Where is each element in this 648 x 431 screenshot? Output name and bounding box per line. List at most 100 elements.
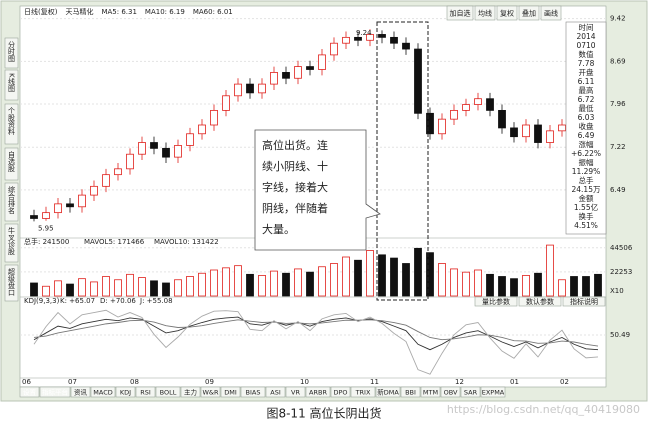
top-button-label[interactable]: 均线 [478, 9, 492, 18]
tab-label[interactable]: TRIX [355, 389, 371, 397]
top-button[interactable] [446, 5, 474, 21]
tab-label[interactable]: ASI [270, 389, 281, 397]
tab-label[interactable]: 设置 [23, 388, 37, 397]
y-tick-label: 22253 [610, 268, 632, 276]
tab-label[interactable]: VR [291, 389, 300, 397]
tab[interactable] [350, 386, 376, 398]
sidebar-label[interactable]: 分时图 [8, 40, 16, 63]
tab[interactable] [90, 386, 116, 398]
tab-label[interactable]: 主力 [184, 388, 197, 397]
tab[interactable] [180, 386, 201, 398]
tab[interactable] [135, 386, 156, 398]
volume-bar [330, 263, 338, 297]
sidebar-button[interactable] [4, 264, 19, 302]
indicator-button-label[interactable]: 数认参数 [526, 297, 554, 306]
candle-body [450, 109, 458, 120]
volume-bar [198, 272, 206, 297]
indicator-button[interactable] [474, 296, 518, 307]
top-button[interactable] [540, 5, 562, 21]
indicator-button[interactable] [518, 296, 562, 307]
candle-body [246, 83, 254, 94]
top-button-label[interactable]: 画线 [544, 9, 558, 18]
sidebar-button[interactable] [4, 182, 19, 222]
volume-bar [162, 282, 170, 297]
sidebar-label[interactable]: 个股资料 [8, 107, 16, 136]
top-button-label[interactable]: 叠加 [522, 9, 536, 18]
candle-body [306, 66, 314, 70]
tab-label[interactable]: 新DMA [377, 388, 399, 397]
tab-label[interactable]: BOLL [160, 389, 177, 397]
tab[interactable] [285, 386, 306, 398]
tab[interactable] [220, 386, 241, 398]
sidebar-label[interactable]: 牛叉诊股 [8, 226, 16, 256]
top-button[interactable] [496, 5, 518, 21]
indicator-button[interactable] [562, 296, 606, 307]
tab-label[interactable]: ARBR [309, 389, 327, 397]
volume-bar [390, 257, 398, 297]
sidebar-label[interactable]: K线图 [8, 73, 16, 93]
tab[interactable] [480, 386, 506, 398]
top-button[interactable] [474, 5, 496, 21]
tab-label[interactable]: BBI [405, 389, 416, 397]
info-panel [565, 21, 607, 235]
indicator-button-label[interactable]: 量比参数 [482, 297, 510, 306]
top-button-label[interactable]: 加自选 [450, 9, 471, 18]
tab-label[interactable]: SAR [464, 389, 478, 397]
tab-label[interactable]: EXPMA [482, 389, 505, 397]
candle-body [66, 203, 74, 208]
candle-body [462, 104, 470, 111]
low-label: 5.95 [38, 224, 54, 232]
volume-header: MAVOL10: 131422 [154, 238, 219, 246]
sidebar-button[interactable] [4, 37, 19, 69]
y-tick-label: 6.49 [610, 186, 626, 194]
info-item: 6.11 [578, 77, 595, 86]
sidebar-label[interactable]: 综合排名 [8, 185, 16, 215]
volume-bar [174, 279, 182, 297]
tab-label[interactable]: OBV [444, 389, 458, 397]
tab[interactable] [200, 386, 221, 398]
tab-label[interactable]: DMI [224, 389, 237, 397]
tab-label[interactable]: RSI [140, 389, 151, 397]
tab[interactable] [375, 386, 401, 398]
tab[interactable] [440, 386, 461, 398]
candle-body [378, 34, 386, 38]
candle-body [438, 118, 446, 135]
tab[interactable] [400, 386, 421, 398]
tab[interactable] [460, 386, 481, 398]
sidebar-button[interactable] [4, 69, 19, 101]
tab[interactable] [70, 386, 91, 398]
sidebar-label[interactable]: 自选股 [8, 150, 16, 173]
info-item: 6.72 [578, 95, 595, 104]
tab-label[interactable]: MACD [93, 389, 112, 397]
volume-bar [378, 254, 386, 297]
info-item: 24.15万 [572, 185, 601, 194]
tab[interactable] [19, 386, 40, 398]
indicator-button-label[interactable]: 指标说明 [570, 297, 598, 306]
tab-label[interactable]: KDJ [120, 389, 131, 397]
tab[interactable] [240, 386, 266, 398]
x-tick-label: 11 [370, 378, 379, 386]
sidebar-label[interactable]: 超级盘口 [8, 267, 16, 296]
tab[interactable] [305, 386, 331, 398]
tab[interactable] [155, 386, 181, 398]
tab[interactable] [330, 386, 351, 398]
tab[interactable] [420, 386, 441, 398]
candle-body [174, 145, 182, 158]
sidebar-button[interactable] [4, 223, 19, 263]
volume-bar [426, 252, 434, 297]
sidebar-button[interactable] [4, 103, 19, 145]
top-button[interactable] [518, 5, 540, 21]
tab[interactable] [265, 386, 286, 398]
tab-label[interactable]: 指标平台 [42, 388, 68, 397]
candle-body [114, 168, 122, 176]
top-button-label[interactable]: 复权 [500, 9, 514, 18]
sidebar-button[interactable] [4, 147, 19, 181]
tab-label[interactable]: MTM [423, 389, 438, 397]
tab-label[interactable]: DPO [333, 389, 347, 397]
tab[interactable] [115, 386, 136, 398]
tab-label[interactable]: 资讯 [74, 388, 88, 397]
tab-label[interactable]: W&R [202, 389, 218, 397]
tab[interactable] [39, 386, 71, 398]
tab-label[interactable]: BIAS [246, 389, 261, 397]
